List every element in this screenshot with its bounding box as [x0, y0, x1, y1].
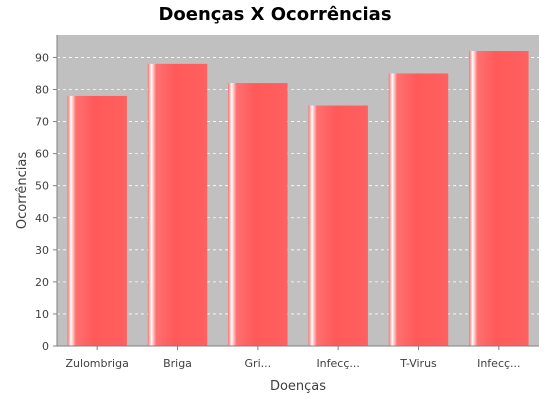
- bars: [67, 51, 529, 347]
- x-axis-label: Doenças: [270, 379, 326, 394]
- bar: [469, 51, 529, 346]
- plot-area: [57, 35, 539, 346]
- bar: [147, 63, 208, 346]
- y-tick-label: 10: [35, 308, 49, 321]
- x-tick-label: Zulombriga: [66, 357, 129, 370]
- y-tick-label: 90: [35, 51, 49, 64]
- bar: [308, 105, 368, 347]
- x-tick-label: Gri...: [245, 357, 272, 370]
- y-tick-label: 60: [35, 148, 49, 161]
- y-tick-label: 0: [42, 340, 49, 353]
- x-tick-label: Infecç...: [316, 357, 359, 370]
- y-tick-label: 70: [35, 116, 49, 129]
- axes: 0 10 20 30 40 50 60 70 80 90 Zulombriga Briga Gri...…: [35, 35, 539, 370]
- gridlines: [57, 57, 539, 315]
- x-tick-label: T-Virus: [399, 357, 437, 370]
- bar: [228, 83, 288, 347]
- y-axis-label: Ocorrências: [15, 152, 30, 229]
- y-tick-label: 50: [35, 180, 49, 193]
- x-tick-label: Briga: [163, 357, 192, 370]
- y-tick-label: 80: [35, 84, 49, 97]
- chart-title: Doenças X Ocorrências: [158, 4, 392, 25]
- bar: [388, 73, 449, 346]
- y-tick-label: 20: [35, 276, 49, 289]
- bar: [67, 95, 127, 346]
- y-tick-label: 30: [35, 244, 49, 257]
- x-tick-label: Infecç...: [477, 357, 520, 370]
- y-tick-label: 40: [35, 212, 49, 225]
